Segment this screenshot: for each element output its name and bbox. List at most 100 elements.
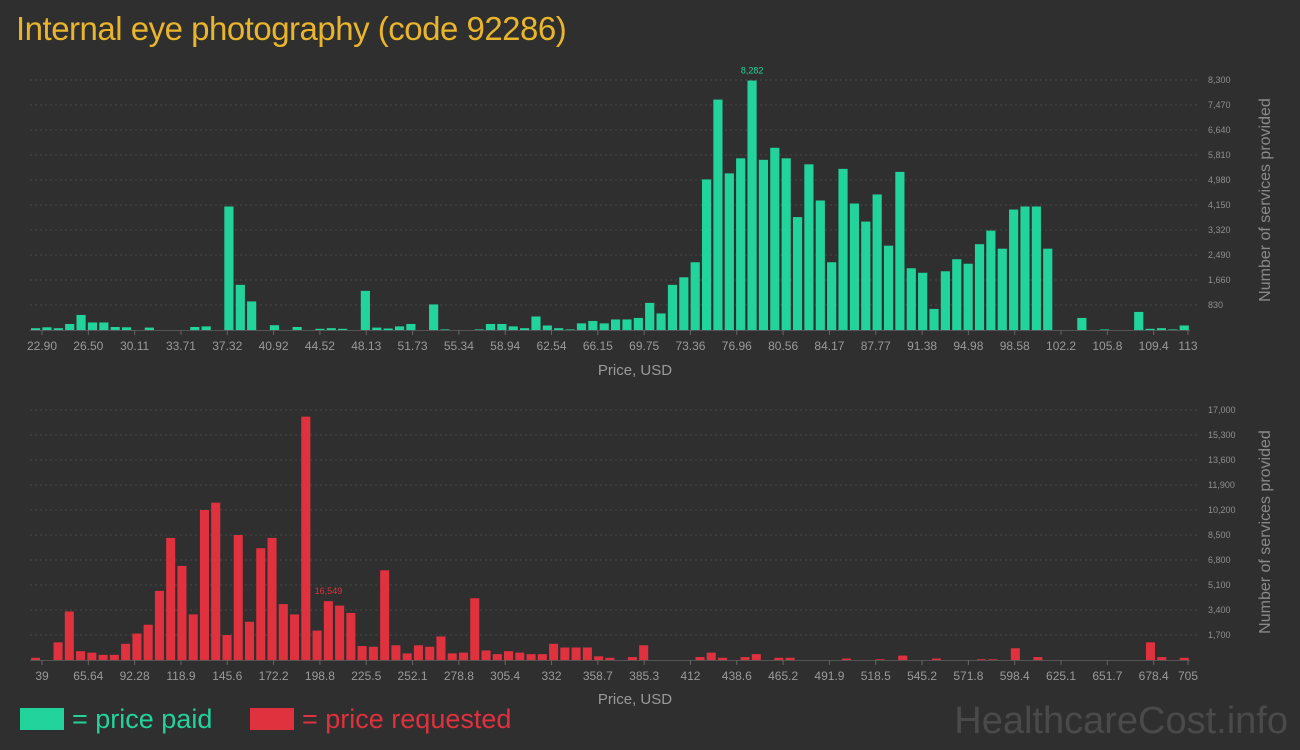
x-tick-label: 625.1 bbox=[1046, 669, 1076, 683]
bar bbox=[875, 659, 885, 660]
y-tick-label: 5,810 bbox=[1208, 150, 1231, 160]
y-tick-label: 4,150 bbox=[1208, 200, 1231, 210]
bar bbox=[599, 323, 609, 330]
y-tick-label: 10,200 bbox=[1208, 505, 1236, 515]
y-tick-label: 17,000 bbox=[1208, 405, 1236, 415]
bar bbox=[1031, 206, 1041, 330]
bar bbox=[53, 642, 63, 660]
bar bbox=[166, 537, 176, 660]
x-tick-label: 87.77 bbox=[861, 339, 891, 353]
bar bbox=[132, 633, 142, 660]
bar bbox=[224, 206, 234, 330]
y-tick-label: 8,500 bbox=[1208, 530, 1231, 540]
bar bbox=[335, 605, 345, 660]
x-tick-label: 65.64 bbox=[73, 669, 103, 683]
bar bbox=[520, 328, 530, 330]
x-tick-label: 102.2 bbox=[1046, 339, 1076, 353]
bar bbox=[531, 316, 541, 330]
y-tick-label: 6,640 bbox=[1208, 125, 1231, 135]
x-tick-label: 305.4 bbox=[490, 669, 520, 683]
bar bbox=[406, 323, 416, 330]
bar bbox=[785, 657, 795, 660]
x-tick-label: 145.6 bbox=[212, 669, 242, 683]
bar bbox=[1145, 642, 1156, 660]
bar bbox=[751, 654, 761, 660]
bar bbox=[841, 658, 851, 660]
bar bbox=[177, 565, 187, 660]
bar bbox=[143, 624, 153, 660]
x-tick-label: 76.96 bbox=[722, 339, 752, 353]
bar bbox=[639, 645, 649, 660]
bar bbox=[713, 99, 723, 330]
x-tick-label: 332 bbox=[542, 669, 562, 683]
bar bbox=[269, 325, 279, 330]
x-tick-label: 705 bbox=[1178, 669, 1198, 683]
bar bbox=[121, 643, 131, 660]
bar bbox=[1157, 657, 1167, 660]
legend-swatch-requested bbox=[250, 708, 294, 730]
bar bbox=[1077, 317, 1087, 330]
bar bbox=[792, 217, 803, 330]
bar bbox=[31, 328, 41, 330]
bar bbox=[872, 194, 882, 330]
y-tick-label: 7,470 bbox=[1208, 100, 1231, 110]
bar bbox=[64, 611, 74, 660]
x-tick-label: 84.17 bbox=[814, 339, 844, 353]
bar bbox=[211, 502, 221, 660]
x-tick-label: 55.34 bbox=[444, 339, 474, 353]
x-tick-label: 651.7 bbox=[1092, 669, 1122, 683]
bar bbox=[963, 263, 973, 330]
bar bbox=[383, 328, 393, 330]
y-tick-label: 3,320 bbox=[1208, 225, 1231, 235]
bar bbox=[87, 322, 98, 330]
x-tick-label: 98.58 bbox=[1000, 339, 1030, 353]
x-tick-label: 22.90 bbox=[27, 339, 57, 353]
bar bbox=[695, 657, 705, 660]
bar bbox=[1134, 311, 1144, 330]
bar bbox=[690, 262, 700, 330]
bar bbox=[188, 614, 198, 660]
bar bbox=[436, 636, 446, 660]
bar bbox=[977, 659, 987, 660]
bar bbox=[372, 327, 382, 330]
bar bbox=[931, 658, 942, 660]
x-tick-label: 30.11 bbox=[120, 339, 149, 353]
page-title: Internal eye photography (code 92286) bbox=[16, 10, 567, 47]
bar bbox=[667, 284, 678, 330]
x-tick-label: 571.8 bbox=[953, 669, 983, 683]
bar bbox=[542, 325, 552, 330]
bar bbox=[394, 326, 405, 330]
bar bbox=[338, 328, 348, 330]
x-tick-label: 80.56 bbox=[768, 339, 798, 353]
x-tick-label: 438.6 bbox=[722, 669, 752, 683]
x-tick-label: 69.75 bbox=[629, 339, 659, 353]
y-tick-label: 6,800 bbox=[1208, 555, 1231, 565]
bar bbox=[109, 654, 119, 660]
bar bbox=[391, 645, 401, 660]
bar bbox=[278, 604, 288, 660]
bar bbox=[87, 652, 97, 660]
bar bbox=[42, 327, 52, 330]
bar bbox=[1043, 248, 1053, 330]
bar bbox=[301, 416, 311, 660]
chart-price-paid: 830 1,660 2,490 3,320 4,150 4,980 5,810 6,640 7,… bbox=[27, 66, 1274, 379]
bar bbox=[898, 655, 908, 660]
bar bbox=[233, 535, 243, 660]
x-tick-label: 491.9 bbox=[814, 669, 844, 683]
bar bbox=[315, 328, 325, 330]
x-tick-label: 518.5 bbox=[861, 669, 891, 683]
y-axis-title: Number of services provided bbox=[1257, 98, 1274, 302]
bar bbox=[549, 643, 559, 660]
bar bbox=[235, 284, 245, 330]
bar bbox=[633, 317, 643, 330]
bar bbox=[1179, 657, 1189, 660]
bar bbox=[781, 158, 791, 330]
y-tick-label: 15,300 bbox=[1208, 430, 1236, 440]
bar bbox=[815, 200, 825, 330]
bar bbox=[413, 645, 423, 660]
bar bbox=[110, 326, 120, 330]
x-tick-label: 278.8 bbox=[444, 669, 474, 683]
bar bbox=[838, 168, 848, 330]
x-tick-label: 598.4 bbox=[1000, 669, 1030, 683]
